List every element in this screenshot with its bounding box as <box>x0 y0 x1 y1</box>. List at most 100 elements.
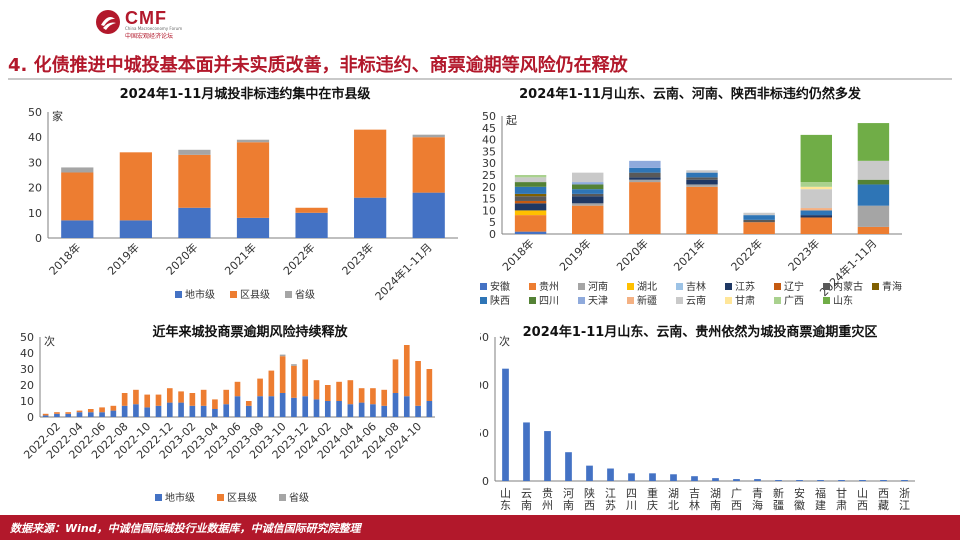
x-tick-char: 西 <box>857 499 868 512</box>
y-tick-label: 30 <box>482 157 496 170</box>
bar-segment <box>178 391 184 403</box>
legend-label: 辽宁 <box>784 280 804 293</box>
bar-segment <box>800 208 832 211</box>
bar-segment <box>245 401 252 406</box>
y-tick-label: 50 <box>482 110 496 123</box>
legend-label: 地市级 <box>165 491 195 504</box>
x-tick-label: 2022年 <box>728 236 765 273</box>
bar-segment <box>291 364 297 366</box>
x-tick-char: 徽 <box>794 498 805 512</box>
x-tick-char: 川 <box>626 499 637 512</box>
x-tick-char: 湖 <box>668 487 679 500</box>
bar-segment <box>743 212 775 216</box>
bar-segment <box>76 412 83 417</box>
x-tick-label: 西藏 <box>878 487 889 512</box>
bar-segment <box>189 405 196 417</box>
bar-segment <box>686 170 718 173</box>
legend-swatch <box>480 297 487 304</box>
x-tick-label: 湖南 <box>710 487 721 512</box>
bar-segment <box>234 381 241 397</box>
x-tick-char: 广 <box>731 487 742 500</box>
x-tick-label: 2023年 <box>785 236 822 273</box>
legend-label: 吉林 <box>686 280 706 293</box>
bar-segment <box>87 412 94 417</box>
x-tick-char: 西 <box>731 499 742 512</box>
y-tick-label: 0 <box>35 232 42 245</box>
bar-segment <box>178 402 184 417</box>
legend-swatch <box>823 297 830 304</box>
bar-segment <box>234 396 241 417</box>
x-tick-label: 2018年 <box>46 240 83 277</box>
bar-segment <box>381 389 388 406</box>
bar-segment <box>166 388 173 403</box>
legend-swatch <box>774 283 781 290</box>
bar <box>796 480 803 481</box>
bar-segment <box>358 402 365 417</box>
x-tick-char: 南 <box>521 499 532 512</box>
y-axis-unit: 家 <box>52 109 63 123</box>
bar-segment <box>514 177 547 183</box>
x-tick-label: 安徽 <box>794 486 805 512</box>
bar-segment <box>295 212 328 238</box>
bar-segment <box>302 396 309 417</box>
y-tick-label: 20 <box>20 379 34 392</box>
legend-label: 青海 <box>882 280 902 293</box>
bar-segment <box>857 205 890 227</box>
bar-segment <box>392 359 399 393</box>
x-tick-char: 重 <box>647 486 658 500</box>
x-tick-char: 甘 <box>836 487 847 500</box>
bar-segment <box>236 142 270 218</box>
bar-segment <box>291 397 297 417</box>
bar-segment <box>61 172 94 221</box>
bar-segment <box>514 186 547 194</box>
bar-segment <box>313 399 320 417</box>
y-tick-label: 50 <box>28 106 42 119</box>
legend-label: 区县级 <box>227 492 257 504</box>
y-tick-label: 10 <box>28 207 42 220</box>
bar-segment <box>155 405 162 417</box>
legend-label: 天津 <box>588 295 608 307</box>
bar-segment <box>99 412 105 417</box>
bar-segment <box>514 210 547 216</box>
legend-swatch <box>175 291 182 298</box>
bar-segment <box>121 405 128 417</box>
x-tick-label: 2021年 <box>222 240 259 277</box>
bar-segment <box>54 413 60 417</box>
legend-swatch <box>155 494 162 501</box>
bar-segment <box>121 393 128 406</box>
bar-segment <box>257 396 263 417</box>
bar-segment <box>295 207 328 213</box>
bar-segment <box>686 186 718 234</box>
bar-segment <box>514 215 547 232</box>
x-tick-char: 北 <box>668 499 679 512</box>
y-tick-label: 40 <box>482 134 496 147</box>
bar-segment <box>324 385 331 401</box>
y-tick-label: 10 <box>482 204 496 217</box>
bar-segment <box>629 179 661 183</box>
legend-swatch <box>578 283 585 290</box>
bar-segment <box>572 172 604 183</box>
bar-segment <box>354 129 387 198</box>
chart-title: 近年来城投商票逾期风险持续释放 <box>152 324 348 340</box>
bar-segment <box>155 394 162 406</box>
legend-swatch <box>529 283 536 290</box>
x-tick-label: 河南 <box>563 487 574 512</box>
y-tick-label: 45 <box>482 122 496 135</box>
x-tick-label: 2021年 <box>671 236 708 273</box>
bar-segment <box>178 149 211 155</box>
bar <box>649 473 656 481</box>
x-tick-label: 浙江 <box>899 487 910 512</box>
bar-segment <box>189 393 196 406</box>
legend-label: 内蒙古 <box>833 280 863 293</box>
bar-segment <box>110 405 117 411</box>
x-tick-label: 新疆 <box>773 486 784 512</box>
chart-title: 2024年1-11月城投非标违约集中在市县级 <box>120 86 372 102</box>
bar-segment <box>178 154 211 208</box>
x-tick-label: 2018年 <box>499 236 536 273</box>
bar-segment <box>572 182 604 185</box>
bar <box>523 422 530 481</box>
x-tick-label: 重庆 <box>647 486 658 512</box>
y-tick-label: 5 <box>489 216 496 229</box>
bar-segment <box>223 404 230 417</box>
legend-label: 河南 <box>588 280 608 293</box>
